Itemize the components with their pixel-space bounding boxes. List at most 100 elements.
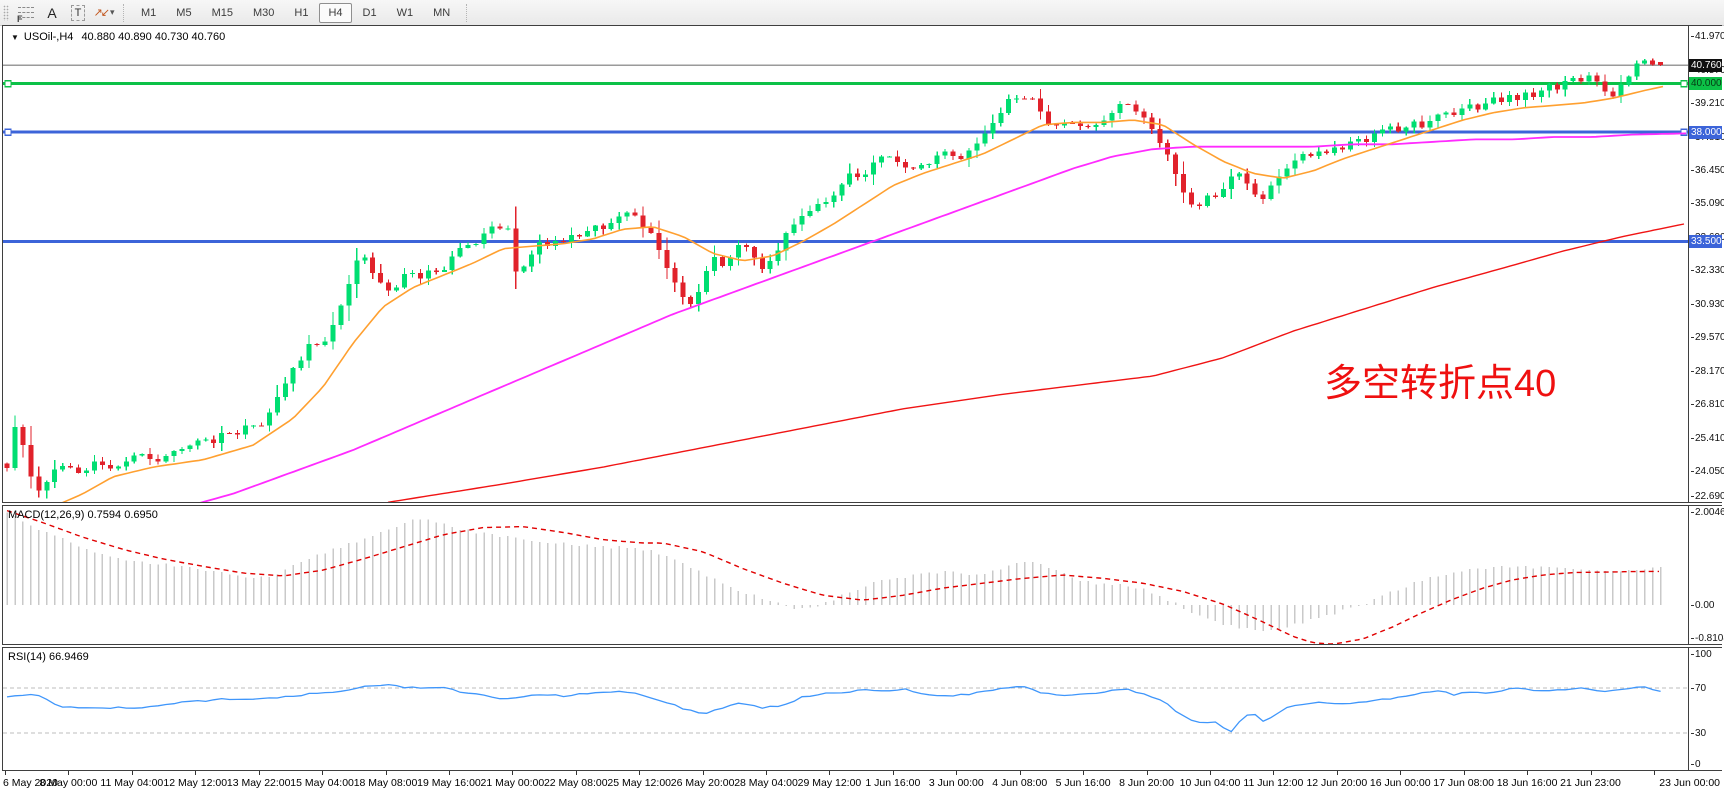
- macd-tick: 2.0046: [1691, 507, 1724, 518]
- time-label: 3 Jun 00:00: [928, 777, 984, 789]
- price-tick: 24.050: [1691, 466, 1724, 477]
- ma-orange-line: [61, 85, 1664, 502]
- time-label: 21 May 00:00: [480, 777, 545, 789]
- chart-title: ▼ USOil-,H4 40.880 40.890 40.730 40.760: [11, 31, 225, 43]
- chevron-down-icon[interactable]: ▾: [109, 7, 115, 17]
- time-tick: [892, 771, 894, 775]
- arrows-icon: ↗↙: [93, 7, 111, 19]
- timeframe-button-m15[interactable]: M15: [211, 6, 233, 19]
- rsi-axis[interactable]: 100 70 30 0: [1688, 648, 1722, 770]
- time-tick: [1653, 771, 1655, 775]
- time-tick: [1146, 771, 1148, 775]
- macd-axis[interactable]: 2.0046 0.00 -0.8108: [1688, 506, 1724, 644]
- toolbar-separator: [466, 3, 468, 22]
- rsi-tick: 30: [1691, 728, 1706, 739]
- text-label-icon: T: [70, 4, 86, 21]
- time-label: 16 Jun 00:00: [1369, 777, 1431, 789]
- main-chart-plot[interactable]: ▼ USOil-,H4 40.880 40.890 40.730 40.760 多空…: [3, 26, 1688, 502]
- time-axis[interactable]: 6 May 2020 8 May 00:00 11 May 04:00 12 May …: [2, 771, 1722, 794]
- time-tick: [5, 771, 6, 775]
- macd-tick: 0.00: [1691, 600, 1714, 611]
- chart-annotation-text[interactable]: 多空转折点40: [1324, 363, 1557, 405]
- time-label: 8 May 00:00: [39, 777, 98, 789]
- timeframe-group: M1 M5 M15 M30 H1 H4 D1 W1 MN: [131, 2, 460, 23]
- time-label: 1 Jun 16:00: [865, 777, 921, 789]
- time-label: 22 May 08:00: [543, 777, 608, 789]
- price-label-33.500: 33.500: [1689, 234, 1722, 248]
- line-handle: [1680, 128, 1688, 136]
- time-label: 11 Jun 12:00: [1243, 777, 1304, 789]
- text-button[interactable]: A: [41, 3, 63, 23]
- time-label: 12 May 12:00: [163, 777, 228, 789]
- rsi-tick: 0: [1691, 759, 1701, 770]
- toolbar-separator: [123, 3, 125, 22]
- timeframe-button-h1[interactable]: H1: [294, 6, 309, 19]
- timeframe-button-d1[interactable]: D1: [362, 6, 377, 19]
- price-tick: 29.570: [1691, 332, 1724, 343]
- price-tick: 30.930: [1691, 299, 1724, 310]
- toolbar-grip[interactable]: [3, 4, 9, 21]
- quote-values: 40.880 40.890 40.730 40.760: [81, 31, 226, 43]
- time-tick: [1083, 771, 1085, 775]
- price-axis[interactable]: 41.97040.57039.21037.81036.45035.09033.6…: [1688, 26, 1724, 502]
- timeframe-button-m1[interactable]: M1: [141, 6, 157, 19]
- symbol-label: USOil-,H4: [23, 31, 74, 43]
- line-handle: [4, 79, 12, 88]
- time-label: 21 Jun 23:00: [1560, 777, 1621, 789]
- rsi-label: RSI(14) 66.9469: [8, 651, 89, 663]
- time-tick: [1336, 771, 1338, 775]
- price-tick: 41.970: [1691, 31, 1724, 42]
- time-tick: [68, 771, 70, 775]
- macd-value-main: 0.7594: [87, 509, 122, 521]
- time-tick: [1463, 771, 1465, 775]
- time-tick: [1019, 771, 1021, 775]
- price-tick: 28.170: [1691, 366, 1724, 377]
- main-chart-panel: ▼ USOil-,H4 40.880 40.890 40.730 40.760 多空…: [2, 25, 1724, 503]
- timeframe-button-h4[interactable]: H4: [319, 2, 352, 23]
- ma-magenta-line: [199, 132, 1687, 502]
- timeframe-button-mn[interactable]: MN: [433, 6, 451, 19]
- text-icon: A: [47, 4, 57, 21]
- time-tick: [639, 771, 641, 775]
- macd-tick: -0.8108: [1691, 633, 1724, 644]
- time-label: 12 Jun 20:00: [1306, 777, 1368, 789]
- time-tick: [385, 771, 387, 775]
- text-label-button[interactable]: T: [67, 3, 89, 23]
- time-label: 13 May 22:00: [226, 777, 291, 789]
- time-tick: [1400, 771, 1402, 775]
- rsi-panel: RSI(14) 66.9469 100 70 30 0: [2, 647, 1722, 771]
- time-label: 29 May 12:00: [797, 777, 862, 789]
- arrows-button[interactable]: ↗↙ ▾: [93, 3, 115, 23]
- time-label: 23 Jun 00:00: [1659, 777, 1720, 789]
- time-tick: [1273, 771, 1275, 775]
- time-label: 25 May 12:00: [607, 777, 672, 789]
- rsi-value: 66.9469: [48, 651, 89, 663]
- symbol-dropdown-icon[interactable]: ▼: [11, 33, 19, 42]
- toolbar: F A T ↗↙ ▾ M1 M5 M15 M30 H1 H4 D1 W1 MN: [0, 0, 1724, 26]
- time-tick: [1209, 771, 1211, 775]
- price-tick: 22.690: [1691, 491, 1724, 502]
- timeframe-button-m30[interactable]: M30: [252, 6, 275, 19]
- macd-panel: MACD(12,26,9) 0.7594 0.6950 2.0046 0.00 -0…: [2, 505, 1724, 645]
- time-label: 6 May 2020: [3, 777, 58, 789]
- line-handle: [1680, 79, 1688, 88]
- macd-plot[interactable]: MACD(12,26,9) 0.7594 0.6950: [3, 506, 1688, 644]
- time-label: 5 Jun 16:00: [1055, 777, 1111, 789]
- timeframe-button-m5[interactable]: M5: [176, 6, 192, 19]
- time-label: 17 Jun 08:00: [1433, 777, 1495, 789]
- fibonacci-icon: F: [17, 5, 35, 24]
- time-tick: [702, 771, 704, 775]
- price-tick: 39.210: [1691, 98, 1724, 109]
- price-tick: 36.450: [1691, 165, 1724, 176]
- timeframe-button-w1[interactable]: W1: [396, 6, 414, 19]
- time-label: 26 May 20:00: [670, 777, 735, 789]
- time-tick: [575, 771, 577, 775]
- price-tick: 32.330: [1691, 265, 1724, 276]
- rsi-plot[interactable]: RSI(14) 66.9469: [3, 648, 1688, 770]
- macd-value-signal: 0.6950: [124, 509, 158, 521]
- ma-red-line: [387, 223, 1685, 502]
- macd-histogram: [6, 512, 1662, 631]
- line-handle: [4, 128, 12, 136]
- fibonacci-button[interactable]: F: [15, 3, 37, 24]
